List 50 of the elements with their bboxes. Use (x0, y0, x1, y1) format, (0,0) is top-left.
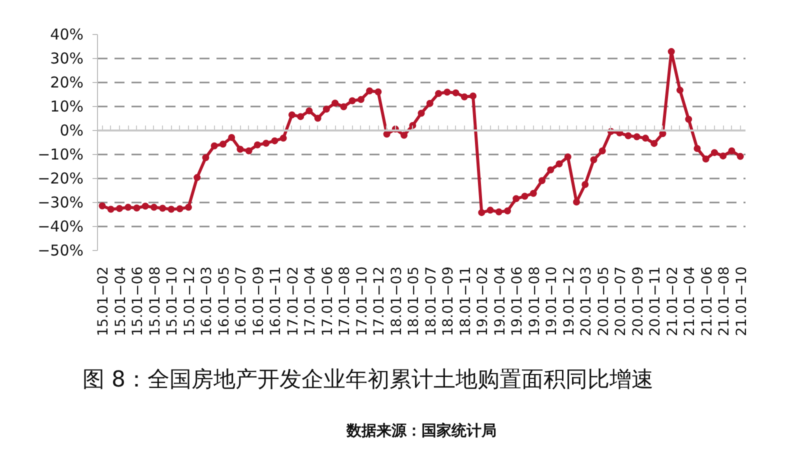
x-tick-label: 21.01−04 (682, 266, 698, 336)
x-tick-label: 15.01−10 (164, 266, 181, 336)
x-tick-label: 17.01−12 (372, 266, 388, 336)
text: 图 8：全国房地产开发企业年初累计土地购置面积同比增速 (82, 368, 654, 392)
x-tick-label: 15.01−04 (112, 266, 129, 336)
x-tick-label: 17.01−08 (337, 266, 354, 336)
x-tick-label: 16.01−03 (199, 266, 216, 336)
x-tick-label: 18.01−05 (406, 266, 422, 336)
y-tick-label: −10% (38, 146, 84, 164)
y-tick-label: 30% (50, 50, 84, 68)
x-tick-label: 19.01−04 (492, 266, 508, 336)
y-tick-label: 40% (50, 26, 84, 44)
x-tick-label: 17.01−04 (302, 266, 319, 336)
x-tick-label: 16.01−09 (250, 266, 267, 336)
x-tick-label: 19.01−08 (526, 266, 543, 336)
x-tick-label: 19.01−10 (544, 266, 560, 336)
x-tick-label: 17.01−10 (354, 266, 370, 336)
x-tick-label: 15.01−08 (147, 266, 164, 336)
x-tick-label: 18.01−09 (440, 266, 457, 336)
x-tick-label: 20.01−07 (613, 266, 630, 336)
y-tick-label: 10% (50, 98, 84, 116)
y-tick-label: −30% (38, 194, 84, 212)
y-tick-label: 20% (50, 74, 84, 92)
x-tick-label: 15.01−06 (130, 266, 146, 336)
x-tick-label: 20.01−09 (630, 266, 646, 336)
x-tick-label: 18.01−03 (388, 266, 405, 336)
source-note: 数据来源：国家统计局 (346, 422, 496, 440)
x-tick-label: 15.01−02 (96, 266, 112, 336)
x-tick-label: 18.01−11 (458, 266, 474, 336)
x-tick-label: 21.01−08 (716, 266, 733, 336)
x-tick-label: 15.01−12 (182, 266, 198, 336)
y-tick-label: −40% (38, 218, 84, 236)
x-tick-label: 19.01−06 (510, 266, 526, 336)
y-tick-label: 0% (60, 122, 84, 140)
x-tick-label: 19.01−02 (475, 266, 492, 336)
x-tick-label: 18.01−07 (423, 266, 440, 336)
x-tick-label: 16.01−05 (216, 266, 232, 336)
x-tick-label: 16.01−07 (234, 266, 250, 336)
x-tick-label: 20.01−03 (578, 266, 595, 336)
x-tick-label: 19.01−12 (561, 266, 578, 336)
y-tick-label: −20% (38, 170, 84, 188)
x-tick-label: 21.01−06 (699, 266, 716, 336)
y-tick-label: −50% (38, 242, 84, 260)
x-tick-label: 17.01−02 (285, 266, 302, 336)
x-tick-label: 20.01−05 (596, 266, 612, 336)
x-tick-label: 17.01−06 (320, 266, 336, 336)
x-tick-label: 21.01−02 (664, 266, 681, 336)
x-tick-label: 20.01−11 (648, 266, 664, 336)
x-tick-label: 21.01−10 (734, 266, 750, 336)
x-tick-label: 16.01−11 (268, 266, 284, 336)
